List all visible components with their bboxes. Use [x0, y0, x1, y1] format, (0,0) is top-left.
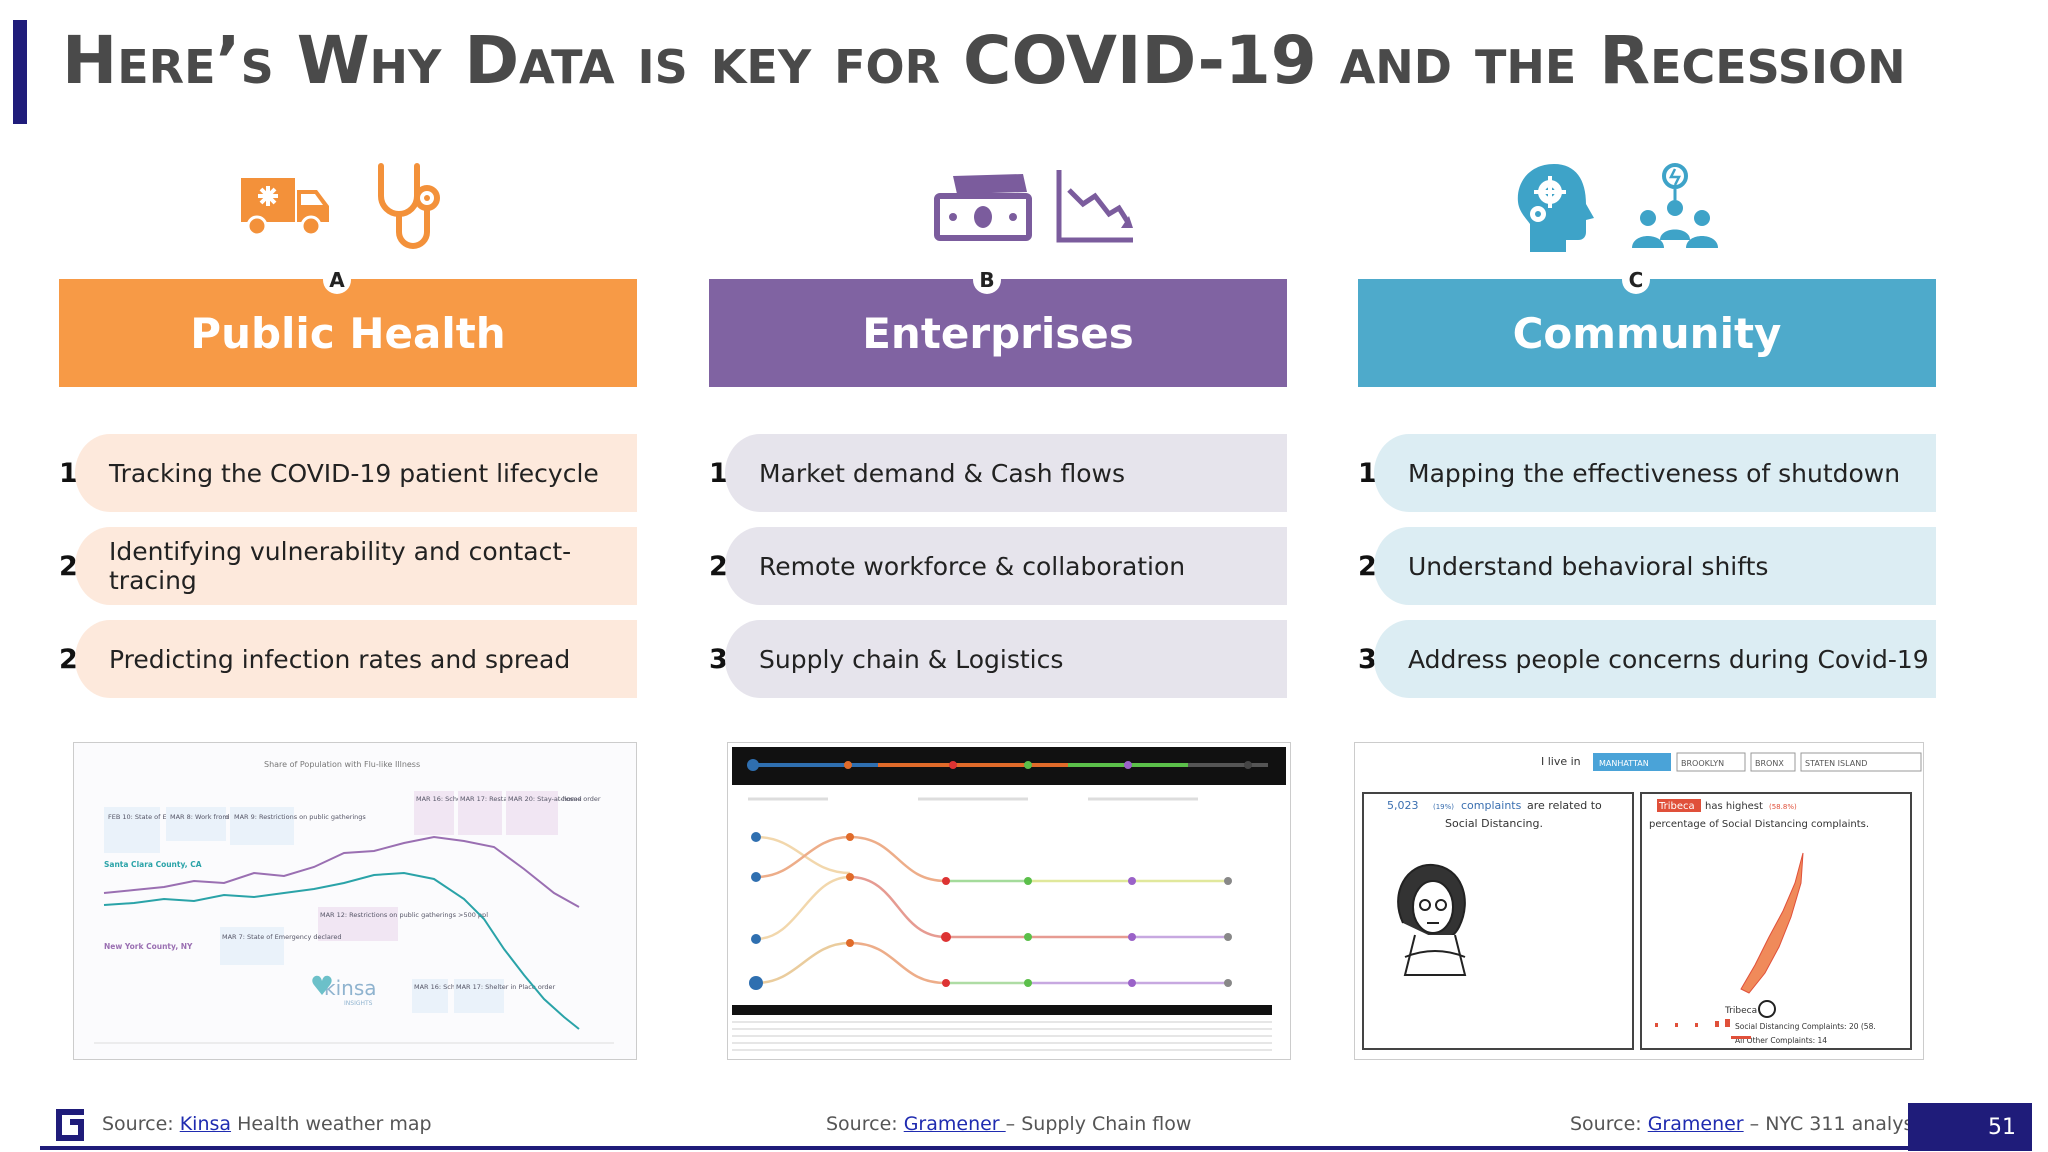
item-number: 3	[709, 643, 728, 675]
title-accent-bar	[13, 20, 27, 124]
list-item: 3 Address people concerns during Covid-1…	[1358, 620, 1936, 698]
list-item: 2 Identifying vulnerability and contact-…	[59, 527, 637, 605]
column-letter-b: B	[973, 266, 1001, 294]
column-community: C Community 1 Mapping the effectiveness …	[1354, 160, 1936, 1060]
person-illustration	[1397, 863, 1467, 976]
annotation: MAR 8: Work from home guidance	[170, 813, 281, 821]
kinsa-logo-sub: INSIGHTS	[344, 1000, 373, 1007]
list-item: 3 Supply chain & Logistics	[709, 620, 1287, 698]
svg-text:5,023: 5,023	[1387, 799, 1419, 812]
column-letter-a: A	[323, 266, 351, 294]
borough-tab: MANHATTAN	[1599, 759, 1649, 768]
item-text: Predicting infection rates and spread	[75, 620, 637, 698]
nyc-311-thumbnail: I live in MANHATTAN BROOKLYN BRONX STATE…	[1354, 742, 1924, 1060]
map-label: Tribeca	[1724, 1006, 1757, 1016]
svg-text:are related to: are related to	[1527, 799, 1602, 812]
header-public-health: Public Health	[59, 279, 637, 387]
svg-text:percentage of Social Distancin: percentage of Social Distancing complain…	[1649, 819, 1869, 830]
list-item: 1 Tracking the COVID-19 patient lifecycl…	[59, 434, 637, 512]
series-line-santa-clara	[103, 871, 580, 1030]
series-line-new-york	[103, 835, 580, 908]
annotation: MAR 12: Restrictions on public gathering…	[320, 911, 488, 919]
page-number: 51	[1908, 1103, 2032, 1151]
kinsa-logo: kinsa	[324, 976, 377, 1000]
live-in-label: I live in	[1541, 755, 1581, 768]
kinsa-heart-icon	[312, 975, 332, 995]
supply-chain-thumbnail	[727, 742, 1291, 1060]
annotation: MAR 16: Schools closed	[416, 795, 493, 803]
manhattan-map	[1740, 852, 1804, 994]
item-number: 2	[709, 550, 728, 582]
source-link-gramener-nyc[interactable]: Gramener	[1647, 1113, 1744, 1135]
list-item: 2 Predicting infection rates and spread	[59, 620, 637, 698]
stethoscope-icon	[378, 163, 440, 249]
declining-chart-icon	[1056, 170, 1133, 243]
kinsa-chart-thumbnail: Share of Population with Flu-like Illnes…	[73, 742, 637, 1060]
gramener-logo-icon	[56, 1109, 84, 1141]
svg-text:Social Distancing Complaints:: Social Distancing Complaints: 20 (58.	[1735, 1022, 1876, 1031]
item-text: Mapping the effectiveness of shutdown	[1374, 434, 1936, 512]
borough-tab: BRONX	[1755, 759, 1784, 768]
people-idea-icon	[1632, 163, 1718, 248]
source-link-kinsa[interactable]: Kinsa	[179, 1113, 232, 1135]
item-text: Market demand & Cash flows	[725, 434, 1287, 512]
item-text: Tracking the COVID-19 patient lifecycle	[75, 434, 637, 512]
svg-text:Tribeca: Tribeca	[1658, 801, 1695, 812]
annotation: MAR 17: Shelter in Place order	[456, 983, 556, 991]
footer-divider	[40, 1146, 2030, 1150]
cash-icon	[934, 174, 1032, 241]
item-number: 1	[1358, 457, 1377, 489]
borough-tab: STATEN ISLAND	[1805, 759, 1867, 768]
source-public-health: Source: Kinsa Health weather map	[102, 1113, 432, 1135]
annotation: MAR 20: Stay-at-home order	[508, 795, 601, 803]
item-text: Supply chain & Logistics	[725, 620, 1287, 698]
source-enterprises: Source: Gramener – Supply Chain flow	[826, 1113, 1192, 1135]
annotation: MAR 9: Restrictions on public gatherings	[234, 813, 366, 821]
ambulance-icon	[241, 178, 329, 237]
item-text: Understand behavioral shifts	[1374, 527, 1936, 605]
annotation: MAR 16: Schools closed	[414, 983, 491, 991]
svg-text:has highest: has highest	[1705, 801, 1763, 812]
page-title: Here’s Why Data is key for COVID-19 and …	[62, 22, 1906, 99]
source-link-gramener-supply[interactable]: Gramener	[903, 1113, 1006, 1135]
list-item: 1 Market demand & Cash flows	[709, 434, 1287, 512]
column-letter-c: C	[1622, 266, 1650, 294]
item-text: Remote workforce & collaboration	[725, 527, 1287, 605]
column-enterprises: B Enterprises 1 Market demand & Cash flo…	[709, 160, 1291, 1060]
list-item: 2 Understand behavioral shifts	[1358, 527, 1936, 605]
thumb-a-title: Share of Population with Flu-like Illnes…	[264, 760, 420, 769]
series-label-new-york: New York County, NY	[104, 942, 193, 951]
item-text: Identifying vulnerability and contact-tr…	[75, 527, 637, 605]
column-public-health: A Public Health 1 Tracking the COVID-19 …	[59, 160, 637, 1060]
item-number: 2	[1358, 550, 1377, 582]
source-community: Source: Gramener – NYC 311 analysis	[1570, 1113, 1929, 1135]
list-item: 2 Remote workforce & collaboration	[709, 527, 1287, 605]
annotation: MAR 7: State of Emergency declared	[222, 933, 342, 941]
svg-text:(58.8%): (58.8%)	[1769, 803, 1797, 811]
item-number: 1	[59, 457, 78, 489]
header-enterprises: Enterprises	[709, 279, 1287, 387]
item-number: 2	[59, 643, 78, 675]
svg-text:complaints: complaints	[1461, 799, 1522, 812]
series-label-santa-clara: Santa Clara County, CA	[104, 860, 202, 869]
header-community: Community	[1358, 279, 1936, 387]
item-number: 1	[709, 457, 728, 489]
svg-text:Social Distancing.: Social Distancing.	[1445, 817, 1543, 830]
item-number: 2	[59, 550, 78, 582]
svg-text:All Other Complaints: 14: All Other Complaints: 14	[1735, 1036, 1827, 1045]
svg-text:(19%): (19%)	[1433, 803, 1454, 811]
item-number: 3	[1358, 643, 1377, 675]
item-text: Address people concerns during Covid-19	[1374, 620, 1936, 698]
borough-tab: BROOKLYN	[1681, 759, 1724, 768]
brain-gears-icon	[1517, 164, 1594, 252]
list-item: 1 Mapping the effectiveness of shutdown	[1358, 434, 1936, 512]
